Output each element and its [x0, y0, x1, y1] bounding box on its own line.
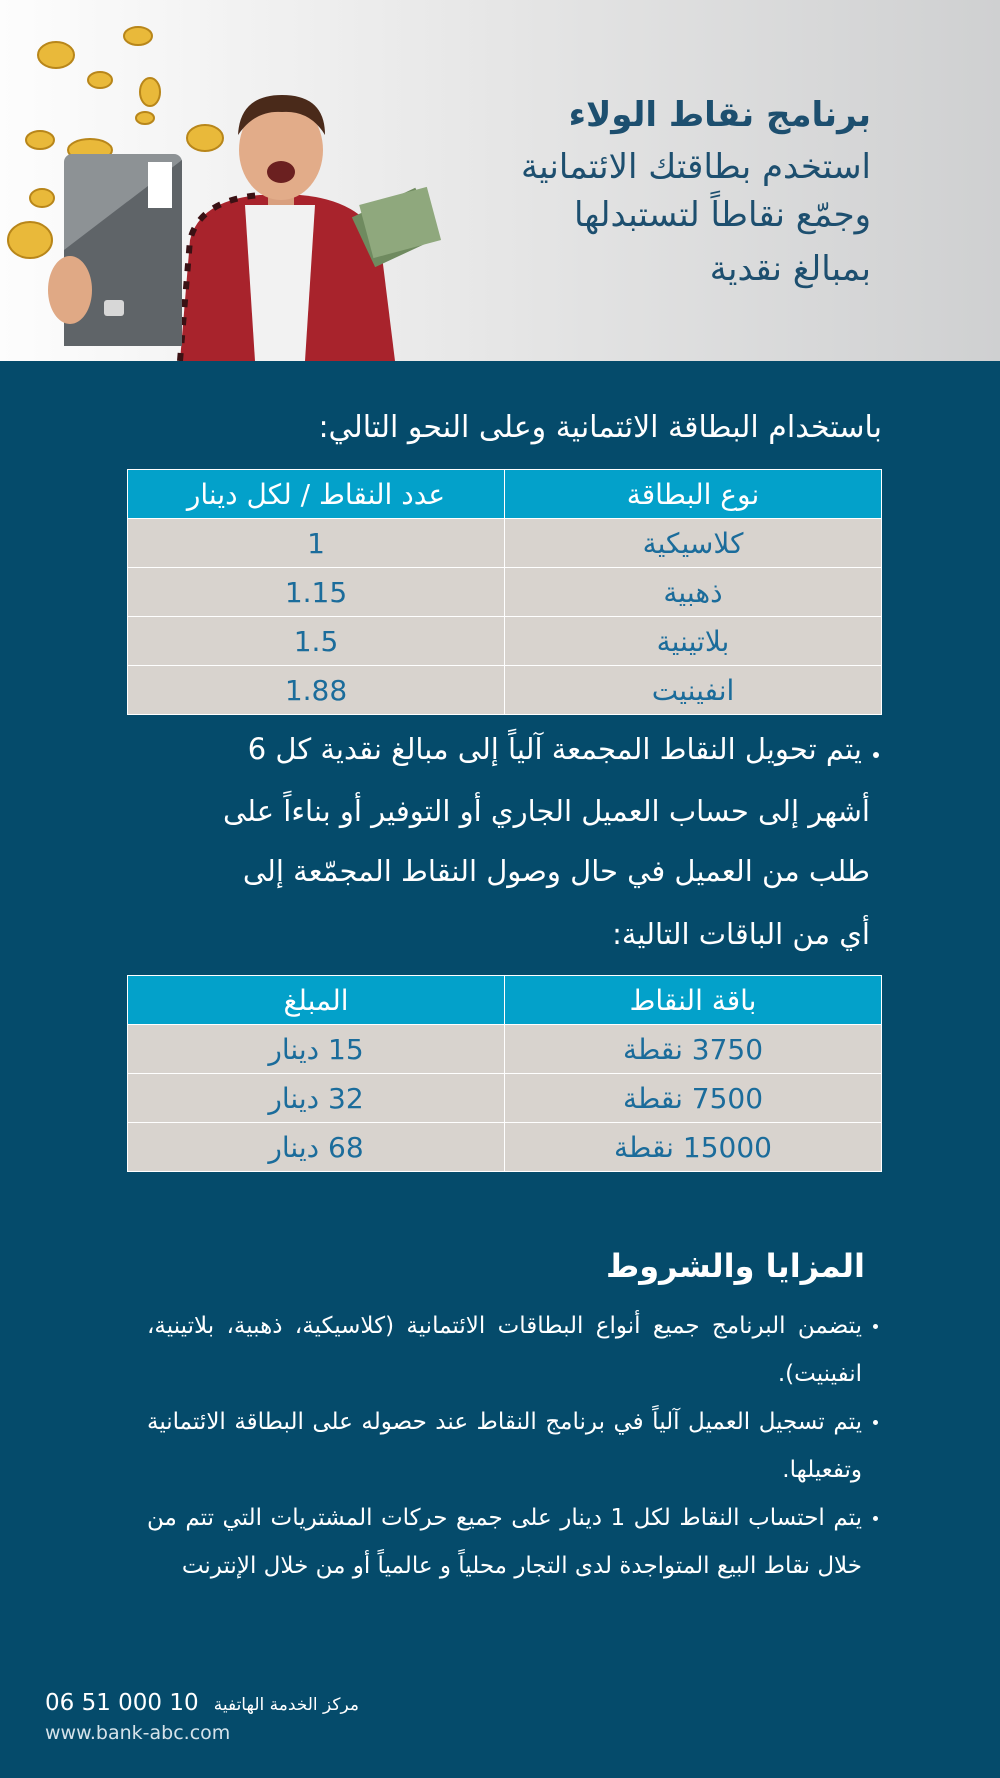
graphic — [87, 71, 113, 89]
table-header-row: باقة النقاط المبلغ — [127, 975, 882, 1025]
bullet — [873, 1420, 878, 1425]
table-row: 7500 نقطة 32 دينار — [127, 1073, 882, 1123]
graphic: نوع البطاقة عدد النقاط / لكل دينار كلاسي… — [127, 469, 882, 715]
conversion-line: أشهر إلى حساب العميل الجاري أو التوفير أ… — [223, 794, 870, 828]
table-row: ذهبية 1.15 — [127, 567, 882, 617]
header-title: برنامج نقاط الولاء — [568, 95, 871, 135]
graphic — [7, 221, 53, 259]
table-cell: بلاتينية — [504, 616, 882, 666]
bullet — [873, 1324, 878, 1329]
table-cell: 1.5 — [127, 616, 505, 666]
header-line: وجمّع نقاطاً لتستبدلها — [574, 195, 871, 235]
graphic — [359, 186, 442, 259]
header-line: استخدم بطاقتك الائتمانية — [520, 147, 871, 187]
table-row: انفينيت 1.88 — [127, 665, 882, 715]
table-cell: 32 دينار — [127, 1073, 505, 1123]
header-line: بمبالغ نقدية — [709, 249, 871, 289]
terms-text: يتضمن البرنامج جميع أنواع البطاقات الائت… — [147, 1313, 862, 1387]
table-row: 3750 نقطة 15 دينار — [127, 1024, 882, 1074]
graphic — [139, 77, 161, 107]
table-cell: ذهبية — [504, 567, 882, 617]
hero-banner: برنامج نقاط الولاء استخدم بطاقتك الائتما… — [0, 0, 1000, 361]
terms-item: يتم احتساب النقاط لكل 1 دينار على جميع ح… — [147, 1494, 878, 1590]
graphic — [37, 41, 75, 69]
footer-website: www.bank-abc.com — [45, 1722, 231, 1744]
bullet — [873, 752, 879, 758]
table-cell: 68 دينار — [127, 1122, 505, 1172]
graphic — [123, 26, 153, 46]
table-cell: 15 دينار — [127, 1024, 505, 1074]
graphic — [238, 95, 325, 135]
graphic: باقة النقاط المبلغ 3750 نقطة 15 دينار 750… — [127, 975, 882, 1172]
footer-phone-row: 06 51 000 10 مركز الخدمة الهاتفية — [45, 1690, 359, 1716]
table-row: كلاسيكية 1 — [127, 518, 882, 568]
credit-card — [48, 154, 182, 346]
graphic — [245, 205, 315, 361]
table-row: 15000 نقطة 68 دينار — [127, 1122, 882, 1172]
bullet — [873, 1516, 878, 1521]
footer-phone: 06 51 000 10 — [45, 1690, 199, 1716]
terms-text: يتم احتساب النقاط لكل 1 دينار على جميع ح… — [147, 1505, 862, 1579]
graphic — [239, 100, 323, 200]
graphic — [25, 130, 55, 150]
table-cell: 7500 نقطة — [504, 1073, 882, 1123]
table-cell: 1.15 — [127, 567, 505, 617]
packages-table: باقة النقاط المبلغ 3750 نقطة 15 دينار 750… — [127, 975, 882, 1172]
table-cell: 1 — [127, 518, 505, 568]
graphic — [186, 124, 224, 152]
table-header: عدد النقاط / لكل دينار — [127, 469, 505, 519]
footer-phone-label: مركز الخدمة الهاتفية — [213, 1695, 360, 1715]
graphic — [135, 111, 155, 125]
terms-item: يتضمن البرنامج جميع أنواع البطاقات الائت… — [147, 1302, 878, 1398]
table-cell: 15000 نقطة — [504, 1122, 882, 1172]
graphic — [104, 300, 124, 316]
graphic — [48, 256, 92, 324]
table-header: نوع البطاقة — [504, 469, 882, 519]
conversion-line: أي من الباقات التالية: — [612, 917, 870, 951]
hero-illustration — [7, 26, 442, 361]
terms-list: يتضمن البرنامج جميع أنواع البطاقات الائت… — [147, 1302, 878, 1590]
table-header-row: نوع البطاقة عدد النقاط / لكل دينار — [127, 469, 882, 519]
table-header: باقة النقاط — [504, 975, 882, 1025]
intro-text: باستخدام البطاقة الائتمانية وعلى النحو ا… — [318, 410, 882, 445]
person — [177, 95, 442, 361]
terms-item: يتم تسجيل العميل آلياً في برنامج النقاط … — [147, 1398, 878, 1494]
conversion-line: طلب من العميل في حال وصول النقاط المجمّع… — [242, 854, 870, 888]
terms-title: المزايا والشروط — [606, 1247, 865, 1285]
table-cell: 1.88 — [127, 665, 505, 715]
table-header: المبلغ — [127, 975, 505, 1025]
graphic — [267, 161, 295, 183]
table-cell: انفينيت — [504, 665, 882, 715]
graphic — [148, 162, 172, 208]
terms-text: يتم تسجيل العميل آلياً في برنامج النقاط … — [147, 1409, 862, 1483]
conversion-line: يتم تحويل النقاط المجمعة آلياً إلى مبالغ… — [247, 732, 862, 766]
table-row: بلاتينية 1.5 — [127, 616, 882, 666]
graphic — [29, 188, 55, 208]
points-table: نوع البطاقة عدد النقاط / لكل دينار كلاسي… — [127, 469, 882, 715]
table-cell: كلاسيكية — [504, 518, 882, 568]
table-cell: 3750 نقطة — [504, 1024, 882, 1074]
